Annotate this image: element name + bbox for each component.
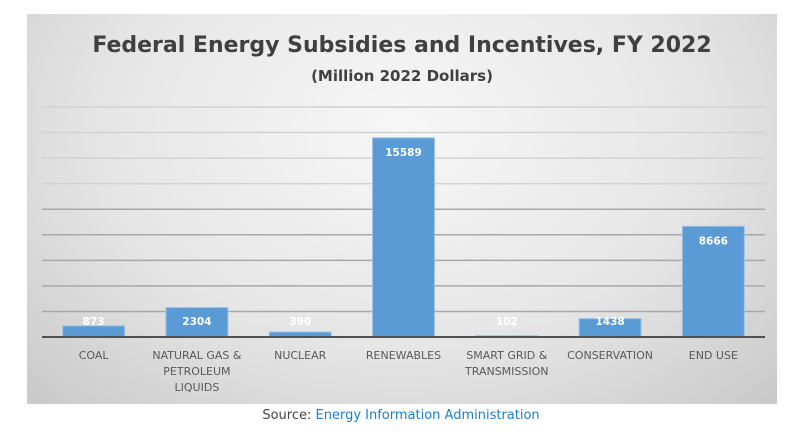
source-link[interactable]: Energy Information Administration — [315, 408, 540, 423]
category-label: NATURAL GAS & PETROLEUM LIQUIDS — [152, 349, 242, 394]
source-prefix: Source: — [262, 408, 316, 423]
category-label: END USE — [689, 349, 738, 362]
chart-title: Federal Energy Subsidies and Incentives,… — [92, 33, 711, 58]
category-label: RENEWABLES — [366, 349, 441, 362]
data-label: 873 — [83, 316, 105, 328]
category-label: CONSERVATION — [567, 349, 653, 362]
chart-area: Federal Energy Subsidies and Incentives,… — [27, 14, 777, 404]
data-label: 390 — [289, 316, 311, 328]
data-labels: 873 2304 390 15589 102 1438 8666 — [83, 147, 728, 328]
source-line: Source: Energy Information Administratio… — [0, 408, 802, 423]
category-label: NUCLEAR — [274, 349, 327, 362]
data-label: 8666 — [699, 235, 728, 247]
bar-chart: Federal Energy Subsidies and Incentives,… — [42, 33, 765, 394]
bar — [165, 307, 229, 338]
data-label: 102 — [496, 316, 518, 328]
bars — [62, 137, 745, 338]
chart-subtitle: (Million 2022 Dollars) — [311, 67, 493, 85]
bar — [681, 225, 745, 338]
data-label: 2304 — [182, 316, 211, 328]
data-label: 15589 — [385, 147, 422, 159]
category-label: SMART GRID & TRANSMISSION — [464, 349, 548, 378]
bar — [372, 137, 435, 338]
data-label: 1438 — [595, 316, 624, 328]
category-label: COAL — [79, 349, 110, 362]
category-labels: COAL NATURAL GAS & PETROLEUM LIQUIDS NUCLEAR… — [79, 349, 738, 394]
